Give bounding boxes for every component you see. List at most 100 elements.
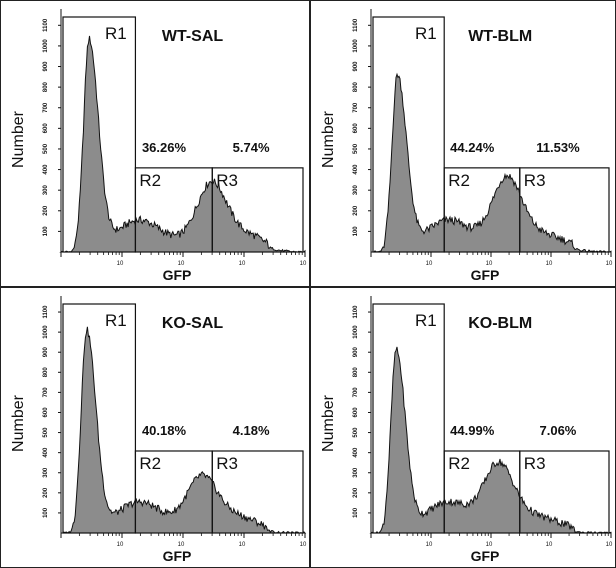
histogram-panel-ko-sal: Number 100 200 300 400 500 600 700 800 900 1000 110…	[0, 287, 310, 568]
panel-title: KO-BLM	[468, 315, 532, 332]
y-tick-label: 900	[43, 61, 49, 72]
x-tick-label: 10	[239, 542, 246, 548]
gate-r1	[372, 303, 445, 534]
gate-label-r3: R3	[524, 454, 546, 473]
histogram-area	[371, 72, 612, 253]
histogram-area	[59, 35, 306, 253]
x-tick-label: 10	[546, 542, 553, 548]
gate-percent-r2: 44.24%	[450, 140, 495, 155]
gate-label-r1: R1	[415, 311, 437, 330]
gate-percent-r3: 11.53%	[536, 140, 580, 155]
gate-label-r1: R1	[415, 24, 437, 43]
y-tick-label: 1000	[43, 325, 49, 339]
gate-label-r3: R3	[216, 454, 238, 473]
histogram-svg: Number 100 200 300 400 500 600 700 800 900 1000 110…	[320, 9, 613, 283]
y-tick-label: 1000	[43, 39, 49, 53]
y-tick-label: 200	[43, 205, 49, 216]
y-tick-label: 800	[43, 367, 49, 378]
y-tick-label: 300	[353, 467, 359, 478]
y-axis-label: Number	[320, 394, 337, 452]
y-tick-label: 500	[353, 427, 359, 438]
x-tick-label: 10	[426, 542, 433, 548]
gate-label-r2: R2	[448, 171, 470, 190]
y-tick-label: 1100	[43, 305, 49, 319]
x-tick-label: 10	[486, 261, 493, 267]
y-tick-label: 600	[43, 123, 49, 134]
y-tick-label: 1000	[353, 39, 359, 53]
histogram-svg: Number 100 200 300 400 500 600 700 800 900 1000 110…	[10, 9, 307, 283]
y-tick-label: 800	[43, 81, 49, 92]
y-tick-label: 800	[353, 367, 359, 378]
y-tick-label: 500	[43, 143, 49, 154]
y-tick-label: 400	[353, 164, 359, 175]
gate-r3	[211, 167, 304, 253]
histogram-svg: Number 100 200 300 400 500 600 700 800 900 1000 110…	[10, 296, 307, 564]
gate-r1	[62, 303, 137, 534]
y-tick-label: 900	[353, 61, 359, 72]
y-tick-label: 300	[353, 185, 359, 196]
x-tick-label: 10	[117, 261, 124, 267]
histogram-area	[369, 346, 612, 534]
x-axis-label: GFP	[471, 267, 500, 283]
y-tick-label: 900	[43, 347, 49, 358]
y-tick-label: 1100	[353, 18, 359, 32]
histogram-panel-ko-blm: Number 100 200 300 400 500 600 700 800 900 1000 110…	[310, 287, 616, 568]
x-tick-label: 10	[239, 261, 246, 267]
x-tick-label: 10	[117, 542, 124, 548]
gate-percent-r3: 5.74%	[233, 140, 270, 155]
y-axis-label: Number	[320, 110, 337, 168]
y-axis-label: Number	[10, 394, 27, 452]
y-tick-label: 200	[353, 487, 359, 498]
panel-title: WT-SAL	[162, 28, 224, 45]
gate-percent-r3: 7.06%	[540, 423, 577, 438]
gate-r1	[62, 16, 137, 253]
y-tick-label: 600	[353, 123, 359, 134]
x-tick-label: 10	[606, 261, 613, 267]
y-tick-label: 700	[43, 387, 49, 398]
y-tick-label: 200	[353, 205, 359, 216]
x-axis-label: GFP	[163, 548, 192, 564]
y-tick-label: 500	[43, 427, 49, 438]
gate-percent-r2: 36.26%	[142, 140, 187, 155]
y-tick-label: 100	[353, 226, 359, 237]
y-tick-label: 700	[353, 102, 359, 113]
y-tick-label: 200	[43, 487, 49, 498]
y-tick-label: 800	[353, 81, 359, 92]
y-tick-label: 400	[43, 447, 49, 458]
panel-title: KO-SAL	[162, 315, 224, 332]
panel-title: WT-BLM	[468, 28, 532, 45]
y-tick-label: 100	[43, 507, 49, 518]
y-tick-label: 100	[353, 507, 359, 518]
y-tick-label: 700	[353, 387, 359, 398]
histogram-panel-wt-sal: Number 100 200 300 400 500 600 700 800 900 1000 110…	[0, 0, 310, 287]
x-axis-label: GFP	[163, 267, 192, 283]
y-tick-label: 1000	[353, 325, 359, 339]
gate-label-r1: R1	[105, 24, 127, 43]
y-tick-label: 300	[43, 185, 49, 196]
x-tick-label: 10	[300, 542, 307, 548]
gate-label-r3: R3	[524, 171, 546, 190]
histogram-area	[61, 326, 307, 534]
gate-label-r2: R2	[139, 454, 161, 473]
y-axis-label: Number	[10, 110, 27, 168]
x-tick-label: 10	[178, 261, 185, 267]
y-tick-label: 500	[353, 143, 359, 154]
y-tick-label: 300	[43, 467, 49, 478]
gate-percent-r2: 40.18%	[142, 423, 187, 438]
x-tick-label: 10	[178, 542, 185, 548]
y-tick-label: 600	[353, 407, 359, 418]
y-tick-label: 1100	[353, 305, 359, 319]
gate-label-r3: R3	[216, 171, 238, 190]
y-tick-label: 400	[43, 164, 49, 175]
gate-label-r2: R2	[139, 171, 161, 190]
gate-label-r2: R2	[448, 454, 470, 473]
gate-r3	[519, 167, 610, 253]
histogram-svg: Number 100 200 300 400 500 600 700 800 900 1000 110…	[320, 296, 613, 564]
x-tick-label: 10	[426, 261, 433, 267]
gate-percent-r3: 4.18%	[233, 423, 270, 438]
y-tick-label: 400	[353, 447, 359, 458]
y-tick-label: 100	[43, 226, 49, 237]
y-tick-label: 1100	[43, 18, 49, 32]
gate-r1	[372, 16, 445, 253]
